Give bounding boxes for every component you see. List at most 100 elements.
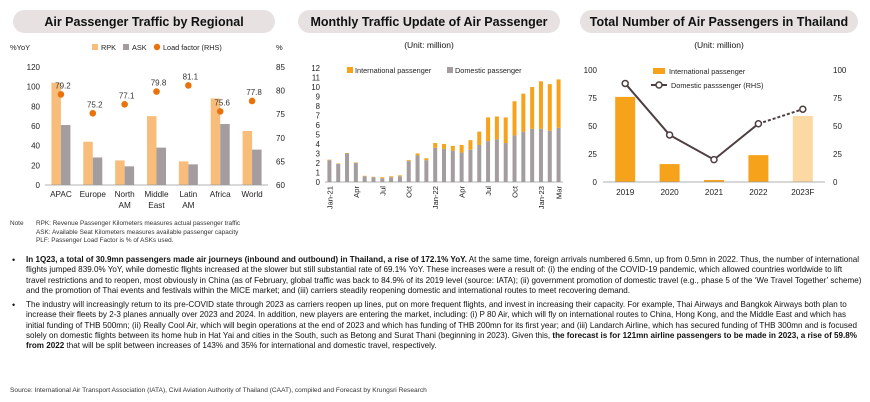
bar-international (792, 115, 813, 182)
x-tick-label: East (148, 201, 165, 210)
domestic-point (710, 155, 718, 164)
legend-label: International passenger (355, 66, 432, 75)
data-label: 77.8 (246, 88, 262, 97)
y2-tick-label: 75 (833, 94, 842, 103)
domestic-point (621, 79, 629, 88)
y-tick-label: 25 (588, 150, 597, 159)
x-tick-label: Middle (144, 190, 169, 199)
bar-international (538, 81, 543, 129)
bar-international (556, 79, 561, 128)
bar-domestic (389, 177, 394, 182)
legend-swatch (447, 67, 453, 73)
y-tick-label: 50 (588, 122, 597, 131)
bar-domestic (327, 160, 332, 182)
bar-rpk (242, 130, 253, 185)
y-tick-label: 12 (311, 64, 320, 73)
y-tick-label: 100 (584, 66, 598, 75)
bar-domestic (521, 131, 526, 182)
y-tick-label: 0 (316, 178, 321, 187)
legend-label: Domestic passsenger (RHS) (671, 81, 763, 90)
data-label: 75.6 (214, 98, 230, 107)
data-label: 79.8 (151, 79, 167, 88)
bar-domestic (442, 148, 446, 182)
y2-tick-label: 25 (833, 150, 842, 159)
y-tick-label: 20 (31, 161, 40, 170)
bar-international (406, 160, 411, 162)
bar-rpk (178, 161, 189, 185)
y-tick-label: 2 (316, 159, 320, 168)
bar-domestic (397, 176, 402, 182)
bar-international (450, 145, 455, 151)
x-tick-label: Jan-23 (537, 186, 546, 209)
bar-domestic (494, 139, 499, 182)
y2-tick-label: 0 (833, 178, 838, 187)
bar-domestic (477, 144, 482, 182)
bar-international (424, 158, 429, 161)
bar-ask (252, 149, 262, 185)
total-chart: International passenger Domestic passseng… (584, 66, 847, 197)
x-tick-label: Latin (179, 190, 197, 199)
x-tick-label: World (241, 190, 263, 199)
x-tick-label: Oct (511, 185, 520, 198)
y-tick-label: 120 (27, 63, 41, 72)
legend-swatch (347, 67, 353, 73)
bar-domestic (424, 160, 429, 182)
bar-domestic (362, 176, 367, 182)
y-tick-label: 6 (316, 121, 320, 130)
x-tick-label: 2022 (749, 188, 768, 197)
y2-tick-label: 65 (276, 157, 285, 166)
y2-tick-label: 85 (276, 63, 285, 72)
middle-panel-title: Monthly Traffic Update of Air Passenger (298, 10, 560, 33)
y-tick-label: 9 (316, 93, 320, 102)
bar-domestic (459, 152, 464, 182)
load-factor-point (121, 100, 128, 108)
legend-label: ASK (132, 43, 147, 52)
y-tick-label: 8 (316, 102, 320, 111)
x-tick-label: Oct (405, 185, 414, 198)
bar-international (512, 101, 517, 136)
y-tick-label: 11 (312, 74, 320, 83)
bar-international (521, 93, 526, 132)
load-factor-point (248, 97, 256, 105)
bar-domestic (380, 178, 385, 182)
bar-ask (92, 157, 103, 185)
y-tick-label: 10 (311, 83, 320, 92)
bar-international (389, 176, 394, 178)
bar-international (659, 164, 680, 182)
bar-domestic (336, 163, 341, 182)
source-note: Source: International Air Transport Asso… (10, 387, 427, 394)
y-tick-label: 75 (588, 94, 597, 103)
bar-domestic (503, 143, 508, 182)
bar-ask (156, 147, 166, 185)
load-factor-point (89, 109, 97, 117)
legend-marker (655, 81, 663, 89)
bar-international (503, 117, 508, 144)
bullet-text: At the same time, foreign arrivals numbe… (26, 255, 862, 295)
domestic-line-forecast (758, 108, 804, 125)
x-tick-label: APAC (50, 190, 72, 199)
x-tick-label: AM (182, 201, 194, 210)
bullet-icon: • (12, 255, 16, 265)
bar-ask (188, 164, 198, 185)
x-tick-label: Jan-22 (431, 186, 440, 209)
bar-domestic (345, 153, 350, 182)
load-factor-point (57, 91, 65, 98)
bar-domestic (556, 127, 561, 182)
domestic-point (799, 105, 807, 113)
y-tick-label: 5 (316, 131, 321, 140)
bar-rpk (115, 160, 125, 185)
y2-tick-label: 80 (276, 87, 285, 96)
regional-left-axis-label: %YoY (10, 43, 30, 52)
x-tick-label: North (115, 190, 135, 199)
y-tick-label: 80 (31, 102, 40, 111)
bar-domestic (450, 150, 455, 182)
bar-international (433, 143, 438, 148)
bar-international (704, 179, 724, 182)
bar-domestic (512, 135, 517, 182)
bar-international (380, 177, 385, 179)
bar-international (547, 84, 552, 131)
y-tick-label: 3 (316, 150, 320, 159)
bar-international (748, 155, 769, 182)
x-tick-label: 2020 (660, 188, 679, 197)
y2-tick-label: 50 (833, 122, 842, 131)
